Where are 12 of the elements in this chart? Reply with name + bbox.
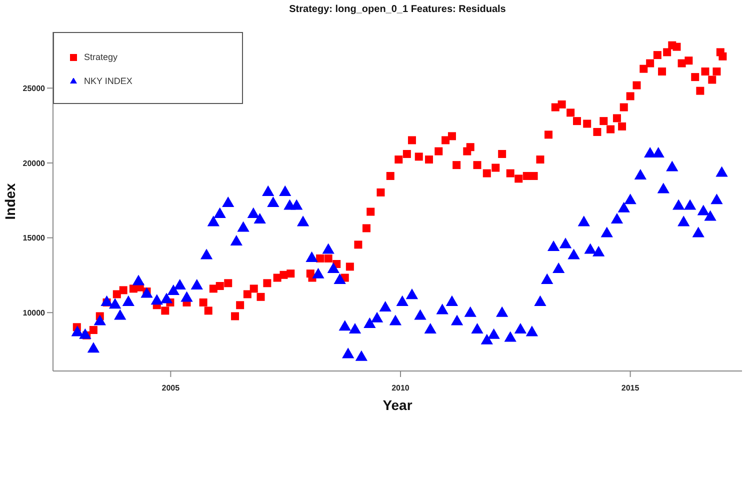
x-tick-label: 2015: [621, 384, 640, 393]
legend-label: Strategy: [84, 52, 118, 62]
x-axis-title: Year: [382, 397, 413, 413]
y-tick-label: 15000: [22, 234, 46, 243]
y-axis-title: Index: [2, 183, 18, 220]
x-tick-label: 2005: [162, 384, 180, 393]
legend-label: NKY INDEX: [84, 76, 132, 86]
x-tick-label: 2010: [392, 384, 410, 393]
y-tick-label: 10000: [22, 308, 46, 318]
y-tick-label: 20000: [22, 158, 46, 168]
y-tick-label: 25000: [22, 84, 46, 93]
chart-title: Strategy: long_open_0_1 Features: Residuals: [288, 4, 507, 15]
